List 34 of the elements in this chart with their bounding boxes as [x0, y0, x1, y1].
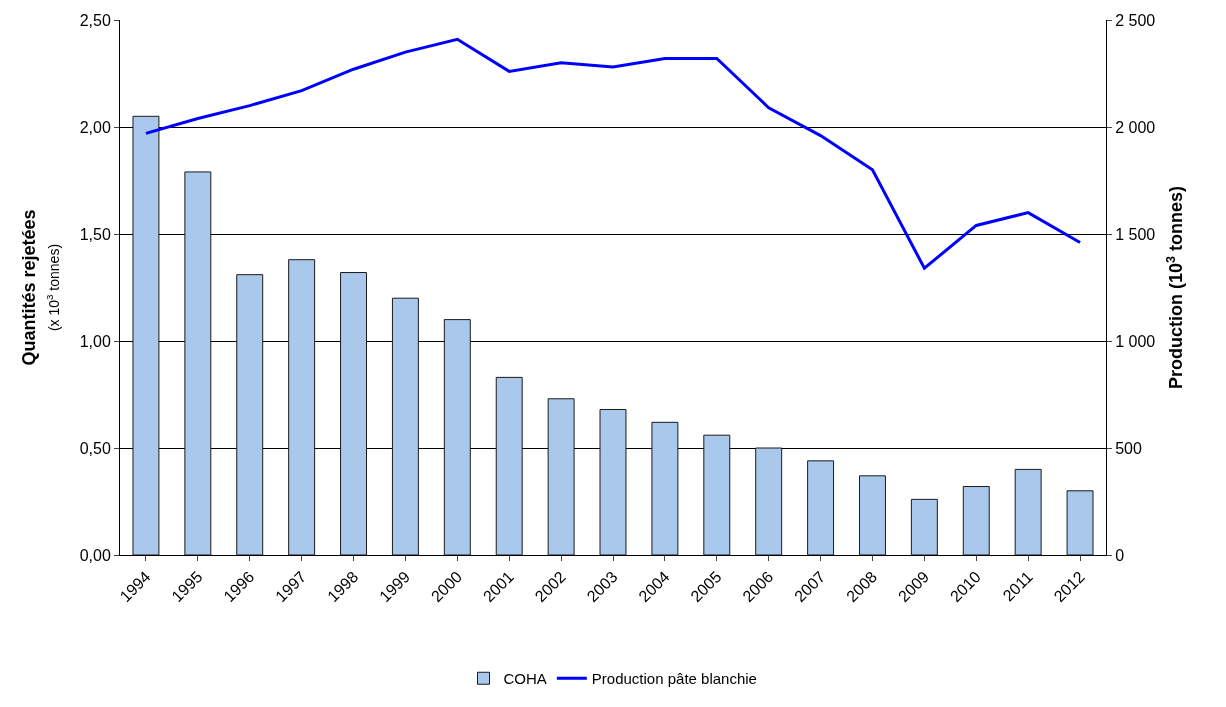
bar — [495, 376, 523, 555]
y2-tick-label: 1 500 — [1115, 225, 1156, 243]
y-tick-label: 1,00 — [79, 332, 111, 350]
bar — [236, 274, 264, 555]
y-tick-label: 2,00 — [79, 118, 111, 136]
bar — [547, 398, 575, 555]
bar — [962, 486, 990, 555]
y2-tick-label: 500 — [1115, 439, 1142, 457]
legend-label: Production pâte blanchie — [591, 670, 757, 688]
bar — [910, 498, 938, 555]
bar — [1066, 490, 1094, 555]
y2-tick-label: 2 000 — [1115, 118, 1156, 136]
legend-label: COHA — [503, 670, 547, 688]
bar — [807, 460, 835, 555]
y2-tick-label: 0 — [1115, 546, 1125, 564]
bar — [703, 434, 731, 555]
y-tick-label: 2,50 — [79, 11, 111, 29]
y2-tick-label: 2 500 — [1115, 11, 1156, 29]
bar — [340, 272, 367, 555]
bar — [1014, 468, 1042, 555]
bar — [184, 171, 212, 555]
bar — [132, 115, 160, 555]
bar — [599, 408, 627, 555]
bar — [288, 259, 316, 555]
bar — [443, 319, 471, 555]
bar — [391, 297, 419, 555]
bar — [755, 447, 783, 555]
y2-tick-label: 1 000 — [1115, 332, 1156, 350]
bar — [651, 421, 679, 555]
y-tick-label: 0,50 — [79, 439, 111, 457]
y-tick-label: 0,00 — [79, 546, 111, 564]
y-tick-label: 1,50 — [79, 225, 111, 243]
line-series — [144, 37, 1082, 270]
bar — [859, 475, 886, 555]
